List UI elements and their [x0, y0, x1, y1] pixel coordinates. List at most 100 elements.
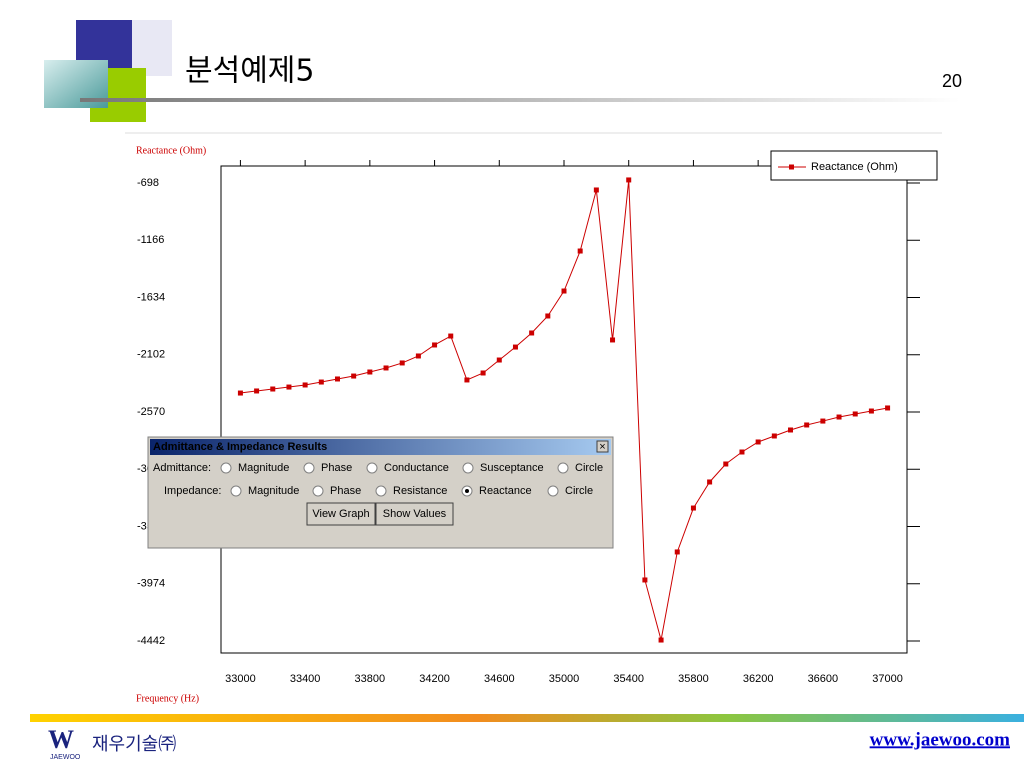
deco-square — [132, 20, 172, 76]
x-tick-label: 36200 — [743, 673, 774, 685]
marker — [561, 288, 567, 294]
legend-label: Reactance (Ohm) — [811, 161, 898, 173]
footer-bar — [30, 714, 1024, 722]
y-tick-label: -698 — [137, 177, 159, 189]
logo-mark: W — [48, 725, 74, 754]
website[interactable]: www.jaewoo.com — [870, 729, 1011, 750]
legend-box — [770, 150, 938, 181]
y-axis-label: Reactance (Ohm) — [136, 145, 206, 156]
x-tick-label: 33400 — [290, 673, 321, 685]
button[interactable] — [375, 502, 454, 526]
row-label: Admittance: — [153, 462, 211, 474]
logo-text: JAEWOO — [50, 754, 81, 761]
radio[interactable] — [220, 462, 232, 474]
y-tick-label: -1166 — [137, 234, 164, 246]
button-label: Show Values — [383, 508, 447, 520]
marker — [820, 418, 826, 424]
company-name: 재우기술㈜ — [92, 734, 176, 755]
marker — [399, 360, 405, 366]
close-button[interactable] — [596, 440, 609, 453]
marker — [674, 549, 680, 555]
marker — [836, 414, 842, 420]
marker — [739, 449, 745, 455]
radio[interactable] — [230, 485, 242, 497]
close-icon: × — [599, 441, 605, 453]
marker — [690, 505, 696, 511]
dialog-title: Admittance & Impedance Results — [153, 441, 327, 453]
radio-label: Magnitude — [248, 485, 299, 497]
x-tick-label: 33800 — [355, 673, 386, 685]
radio-label: Resistance — [393, 485, 447, 497]
marker — [480, 370, 486, 376]
x-tick-label: 33000 — [225, 673, 256, 685]
marker — [367, 369, 373, 375]
button-label: View Graph — [312, 508, 369, 520]
x-tick-label: 35400 — [613, 673, 644, 685]
marker — [804, 422, 810, 428]
dialog-titlebar — [150, 439, 611, 455]
radio-label: Circle — [565, 485, 593, 497]
radio[interactable] — [557, 462, 569, 474]
x-tick-label: 35800 — [678, 673, 709, 685]
radio[interactable] — [303, 462, 315, 474]
marker — [334, 376, 340, 382]
marker — [755, 439, 761, 445]
dialog: Admittance & Impedance Results × Admittanc… — [147, 436, 614, 549]
marker — [318, 379, 324, 385]
header-line — [80, 98, 960, 102]
y-tick-label: -2570 — [137, 406, 165, 418]
marker — [302, 382, 308, 388]
marker — [448, 333, 454, 339]
marker — [415, 353, 421, 359]
marker — [432, 342, 438, 348]
marker — [254, 388, 260, 394]
marker — [351, 373, 357, 379]
marker — [868, 408, 874, 414]
marker — [852, 411, 858, 417]
slide-title: 분석예제5 — [185, 54, 315, 89]
row-label: Impedance: — [164, 485, 221, 497]
marker — [788, 427, 794, 433]
button[interactable] — [306, 502, 376, 526]
marker — [270, 386, 276, 392]
marker — [658, 637, 664, 643]
marker — [707, 479, 713, 485]
radio-label: Circle — [575, 462, 603, 474]
radio[interactable] — [366, 462, 378, 474]
radio-label: Susceptance — [480, 462, 544, 474]
marker — [771, 433, 777, 439]
radio-dot — [465, 489, 469, 493]
legend-marker — [789, 164, 794, 170]
y-tick-label: -2102 — [137, 349, 165, 361]
chart: Reactance (Ohm) Frequency (Hz) -698 -1166 -1… — [136, 145, 938, 704]
radio[interactable] — [547, 485, 559, 497]
marker — [529, 330, 535, 336]
x-tick-label: 35000 — [549, 673, 580, 685]
radio[interactable] — [462, 462, 474, 474]
y-tick-label: -4442 — [137, 635, 165, 647]
radio-label: Phase — [321, 462, 352, 474]
marker — [593, 187, 599, 193]
y-tick-label: -3974 — [137, 578, 165, 590]
x-tick-label: 37000 — [872, 673, 903, 685]
marker — [723, 461, 729, 467]
radio[interactable] — [375, 485, 387, 497]
marker — [286, 384, 292, 390]
radio-label: Phase — [330, 485, 361, 497]
x-tick-label: 34200 — [419, 673, 450, 685]
page-number: 20 — [942, 71, 962, 91]
y-tick-label: -1634 — [137, 291, 165, 303]
marker — [626, 177, 632, 183]
x-tick-label: 34600 — [484, 673, 515, 685]
marker — [512, 344, 518, 350]
marker — [885, 405, 891, 411]
marker — [496, 357, 502, 363]
x-axis-label: Frequency (Hz) — [136, 693, 199, 704]
radio[interactable] — [312, 485, 324, 497]
marker — [577, 248, 583, 254]
radio-label: Magnitude — [238, 462, 289, 474]
marker — [610, 337, 616, 343]
marker — [464, 377, 470, 383]
